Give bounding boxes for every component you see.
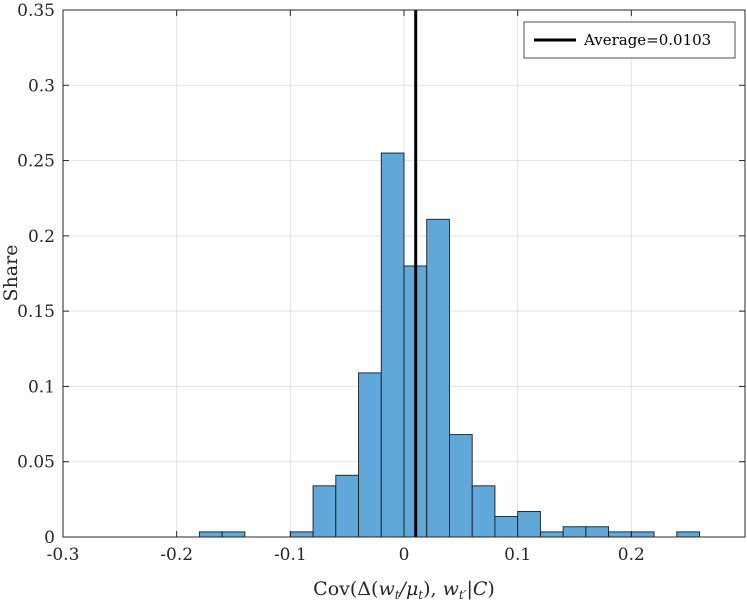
x-axis-ticks: -0.3 -0.2 -0.1 0 0.1 0.2	[47, 10, 645, 565]
histogram-bar	[517, 510, 541, 538]
histogram-bar	[198, 531, 223, 538]
y-tick-label: 0.1	[28, 377, 55, 397]
histogram-bar	[494, 516, 519, 538]
x-axis-title: Cov(Δ(wt/μt), wt′|C)	[313, 578, 495, 602]
x-tick-label: 0	[399, 545, 410, 565]
y-tick-label: 0	[44, 528, 55, 548]
y-tick-label: 0.05	[17, 453, 55, 473]
x-tick-label: -0.3	[47, 545, 80, 565]
histogram-bar	[449, 434, 473, 538]
histogram-bar	[426, 218, 450, 538]
y-tick-label: 0.35	[17, 1, 55, 21]
histogram-bar	[380, 152, 405, 538]
histogram-bar	[539, 531, 564, 538]
y-tick-label: 0.25	[17, 152, 55, 172]
y-tick-label: 0.3	[28, 76, 55, 96]
y-axis-ticks: 0 0.05 0.1 0.15 0.2 0.25 0.3 0.35	[17, 1, 745, 548]
legend-average-label: Average=0.0103	[583, 31, 711, 49]
x-tick-label: 0.2	[618, 545, 645, 565]
x-tick-label: 0.1	[504, 545, 531, 565]
x-tick-label: -0.2	[160, 545, 193, 565]
histogram-bar	[608, 531, 632, 538]
histogram-bar	[312, 485, 337, 538]
histogram-bar	[358, 372, 382, 538]
y-tick-label: 0.2	[28, 227, 55, 247]
histogram-bar	[630, 531, 655, 538]
histogram-bars	[198, 152, 700, 538]
x-tick-label: -0.1	[274, 545, 307, 565]
histogram-bar	[585, 526, 610, 538]
histogram-bar	[289, 531, 314, 538]
histogram-bar	[471, 485, 496, 538]
histogram-bar	[335, 474, 359, 538]
y-tick-label: 0.15	[17, 302, 55, 322]
legend: Average=0.0103	[523, 21, 736, 59]
histogram-bar	[221, 531, 246, 538]
histogram-bar	[676, 531, 700, 538]
y-axis-title: Share	[0, 245, 22, 302]
histogram-bar	[562, 526, 587, 538]
